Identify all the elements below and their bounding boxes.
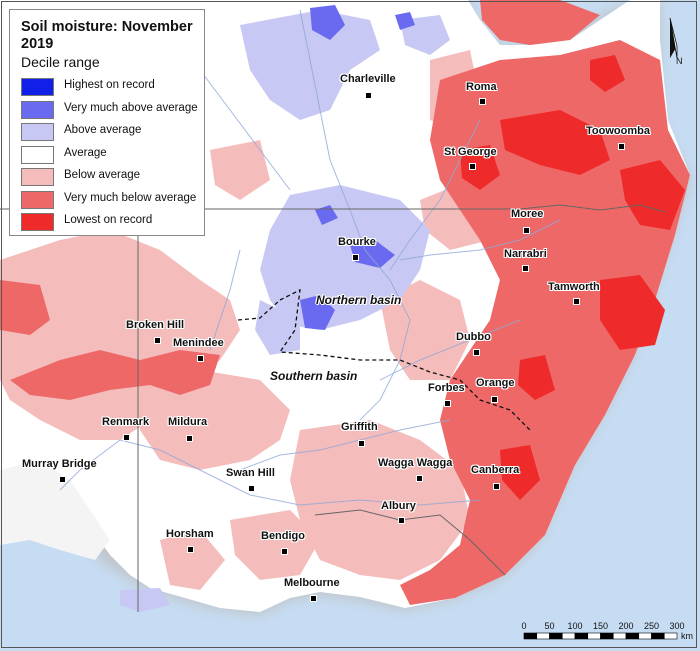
place-label: Broken Hill [126,319,185,331]
place-label: Bendigo [261,530,305,542]
legend-label: Very much above average [64,101,198,114]
scale-tick-label: 200 [618,621,634,631]
place-label: Bourke [338,236,376,248]
very-much-above-average-areas [300,5,415,330]
place-label: Murray Bridge [22,458,97,470]
scale-segment [561,632,576,640]
scale-unit-label: km [681,631,693,641]
legend-swatch [21,145,54,164]
legend-label: Below average [64,169,141,181]
place-label: Swan Hill [226,467,275,479]
place-marker [398,517,405,524]
place-label: Albury [381,500,416,512]
legend-swatch [21,213,54,231]
place-marker [618,143,625,150]
scale-segment [587,632,601,640]
place-marker [523,227,530,234]
place-label: Griffith [341,421,378,433]
place-label: Narrabri [504,248,547,260]
place-marker [186,435,193,442]
scale-segment [536,632,550,640]
place-marker [416,475,423,482]
north-label: N [676,56,683,66]
place-marker [187,546,194,553]
place-marker [358,440,365,447]
place-label: Orange [476,377,515,389]
scale-segment [574,632,589,640]
place-label: Wagga Wagga [378,457,453,469]
legend-swatch [21,100,54,119]
place-label: Dubbo [456,331,491,343]
legend-swatch [21,123,54,141]
place-marker [365,92,372,99]
scale-tick-label: 150 [593,621,609,631]
place-marker [469,163,476,170]
scale-segment [549,632,563,640]
scale-segment [625,632,640,640]
place-marker [123,434,130,441]
place-label: Forbes [428,382,465,394]
southern-basin-label: Southern basin [270,369,358,383]
gulf-land [0,460,110,560]
place-label: Melbourne [284,577,340,589]
scale-segment [638,632,652,640]
scale-segment [612,632,627,640]
place-marker [493,483,500,490]
place-marker [573,298,580,305]
place-marker [352,254,359,261]
scale-segment [600,632,614,640]
scale-segment [663,632,678,640]
rivers [59,9,561,506]
place-marker [197,355,204,362]
scale-segment [651,632,665,640]
scale-tick-label: 100 [567,621,583,631]
legend-swatch [21,190,54,209]
state-borders [0,204,666,612]
place-label: Tamworth [548,281,600,293]
place-marker [310,595,317,602]
legend-label: Average [64,146,107,159]
place-marker [248,485,255,492]
place-marker [281,548,288,555]
place-label: Renmark [102,416,150,428]
basin-boundary [237,288,531,431]
place-label: Moree [511,208,544,220]
legend-label: Lowest on record [64,214,153,226]
legend-label: Above average [64,124,142,136]
place-label: St George [444,146,497,158]
scale-tick-label: 0 [521,621,527,631]
place-marker [479,98,486,105]
legend-subtitle: Decile range [21,54,100,70]
above-average-areas [120,10,450,612]
legend-label: Very much below average [64,191,197,204]
legend-label: Highest on record [64,79,155,91]
place-marker [522,265,529,272]
north-arrow-icon: N [669,17,683,66]
place-label: Mildura [168,416,208,428]
scale-segment [523,632,538,640]
legend-swatch [21,168,54,186]
lowest-on-record-areas [460,55,685,500]
place-label: Toowoomba [586,125,650,137]
place-marker [154,337,161,344]
legend-swatch [21,78,54,96]
place-label: Canberra [471,464,520,476]
place-label: Charleville [340,73,396,85]
place-marker [444,400,451,407]
place-label: Menindee [173,337,224,349]
place-marker [59,476,66,483]
scale-tick-label: 50 [544,621,555,631]
place-label: Horsham [166,528,214,540]
northern-basin-label: Northern basin [316,293,402,307]
place-label: Roma [466,81,497,93]
scale-tick-label: 300 [669,621,685,631]
legend: Soil moisture: November 2019 Decile rang… [9,9,205,236]
legend-title: Soil moisture: November 2019 [21,19,193,52]
scale-tick-label: 250 [644,621,660,631]
place-marker [491,396,498,403]
place-marker [473,349,480,356]
